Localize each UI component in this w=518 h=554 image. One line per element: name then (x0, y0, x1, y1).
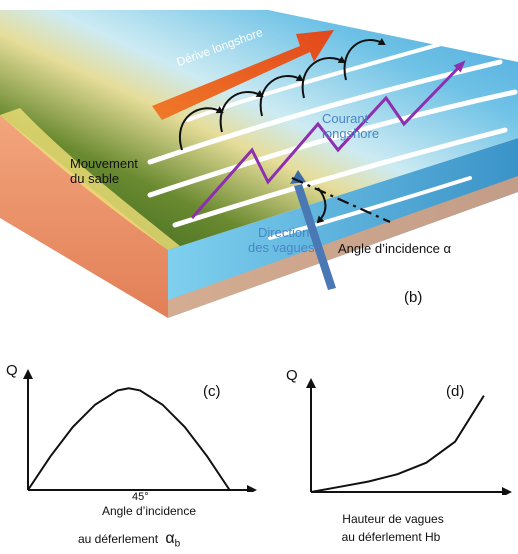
chart-c-curve (27, 387, 231, 491)
longshore-drift-arrow (152, 30, 334, 120)
wave-crest-5 (268, 176, 472, 240)
wave-direction-arrow (294, 184, 336, 290)
label-du-sable: du sable (70, 171, 120, 186)
label-longshore: longshore (322, 126, 380, 141)
wave-crest-4 (172, 127, 508, 228)
label-angle-incidence: Angle d’incidence α (338, 241, 452, 256)
wave-crest-1 (186, 34, 472, 122)
sand-arrow-1 (179, 106, 224, 151)
sand-arrow-3 (259, 74, 304, 117)
label-courant: Courant (322, 111, 369, 126)
label-mouvement: Mouvement (70, 156, 138, 171)
sand-arrow-5 (343, 38, 386, 81)
chart-d-panel-label: (d) (446, 383, 465, 400)
chart-c-x-label-2-text: au déferlement (78, 532, 159, 546)
sand-arrow-4 (301, 56, 346, 99)
chart-d-x-label-2: au déferlement Hb (341, 530, 441, 544)
beach-top-surface (0, 10, 518, 250)
wave-crest-3 (147, 89, 518, 198)
label-panel-b: (b) (404, 289, 423, 306)
chart-c-panel-label: (c) (203, 383, 221, 400)
sand-movement-arrows (179, 38, 386, 151)
chart-d-y-label: Q (286, 367, 298, 384)
wave-crest-2 (147, 59, 503, 165)
chart-c-x-label-2: au déferlement αb (78, 530, 180, 550)
longshore-current-arrow (190, 60, 466, 219)
wave-crests (147, 34, 518, 240)
seabed-front (168, 176, 518, 318)
label-des-vagues: des vagues (248, 240, 315, 255)
sand-arrow-2 (219, 90, 264, 133)
shore-normal-line (291, 176, 391, 224)
chart-d (306, 378, 512, 495)
label-direction: Direction (258, 225, 310, 240)
chart-c-x-label-1: Angle d’incidence (101, 504, 197, 518)
chart-c-tick-45: 45° (132, 491, 149, 503)
chart-c-alpha-sub: b (174, 538, 181, 550)
chart-d-x-label-1: Hauteur de vagues (342, 512, 444, 526)
beach-diagram (0, 10, 518, 318)
chart-c-alpha: α (165, 530, 175, 547)
wave-direction-arrow-top (290, 170, 306, 184)
chart-d-curve (310, 395, 485, 493)
chart-c (23, 369, 257, 492)
cliff-face-left (0, 115, 168, 318)
chart-c-y-label: Q (6, 362, 18, 379)
sand-strip (0, 108, 180, 250)
incidence-angle-arc (316, 187, 327, 224)
